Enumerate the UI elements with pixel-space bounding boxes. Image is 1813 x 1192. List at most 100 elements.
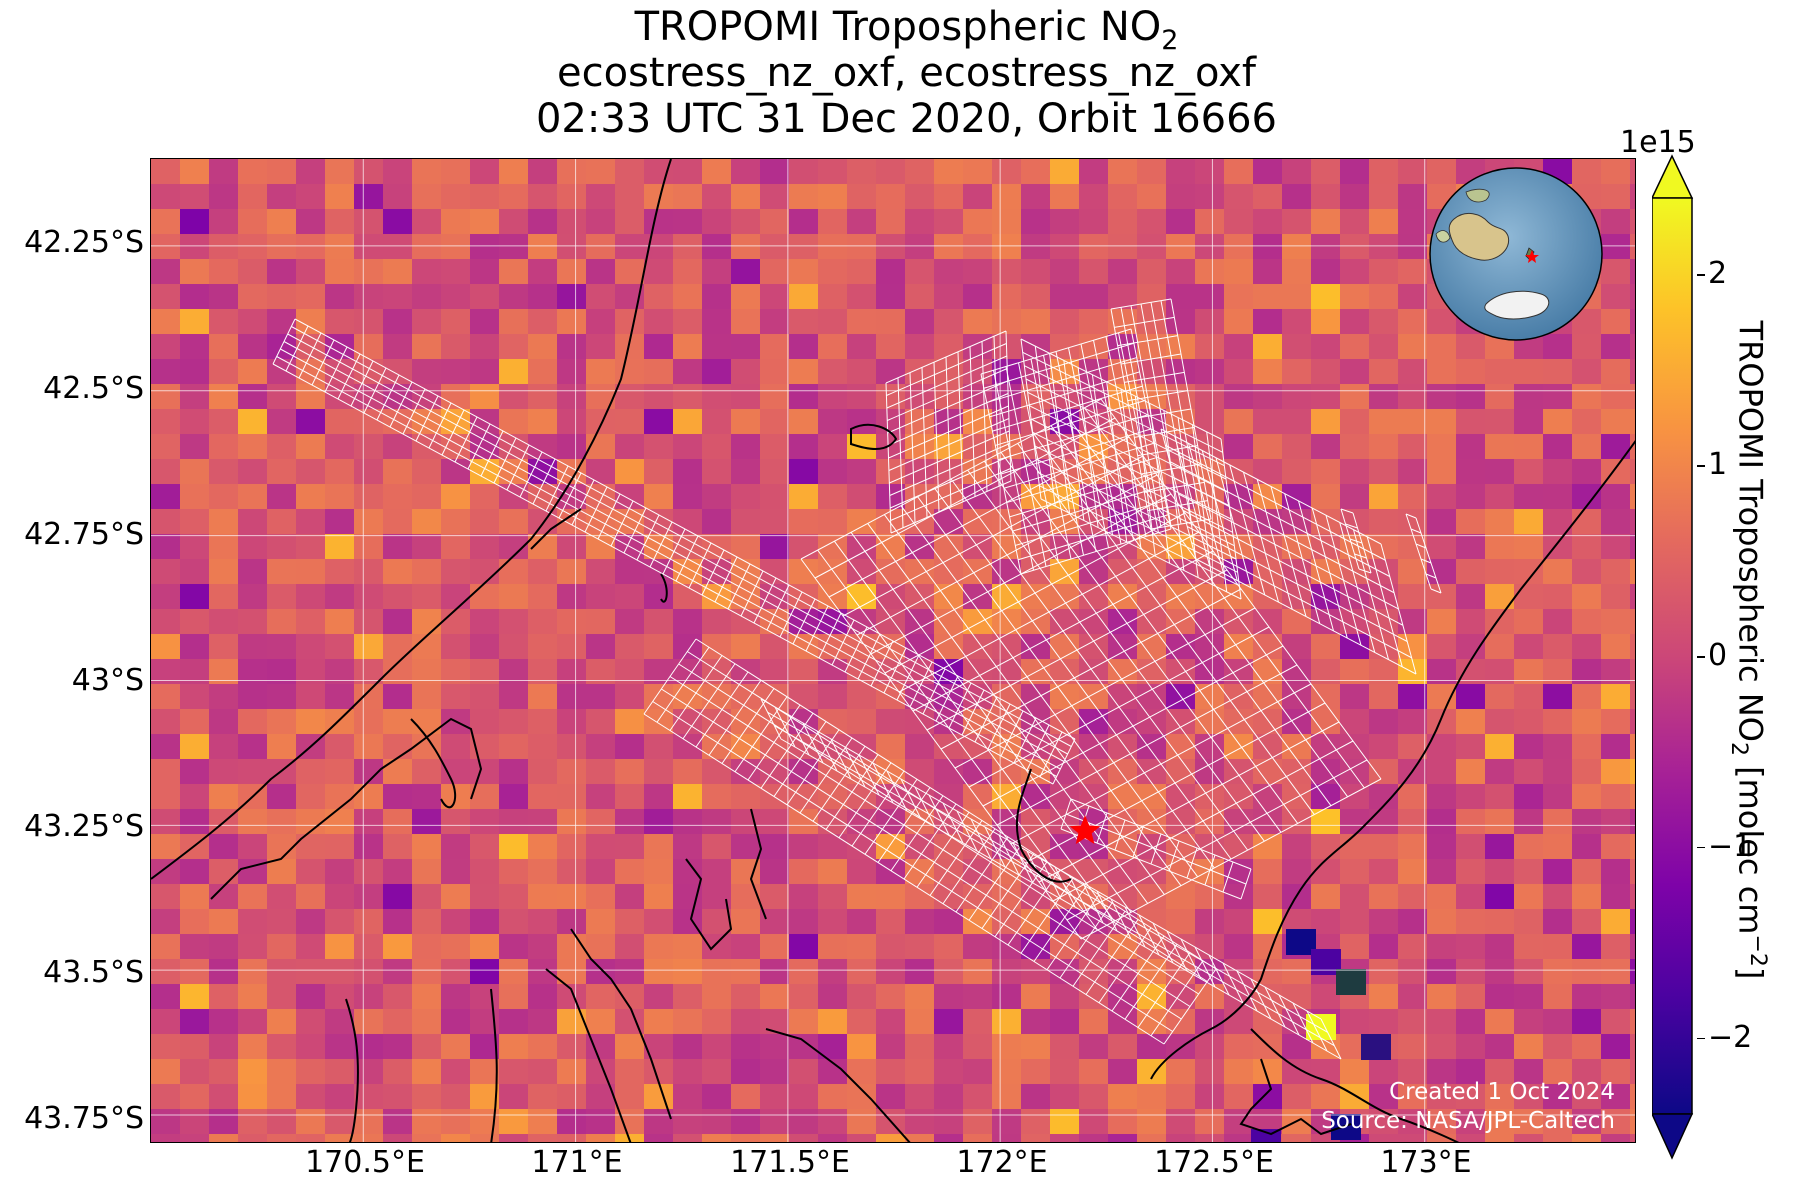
no2-pixel <box>905 484 935 510</box>
red-star-icon[interactable] <box>1069 815 1101 845</box>
no2-pixel <box>1630 509 1635 535</box>
no2-pixel <box>383 1134 413 1142</box>
swath-line <box>1208 954 1230 996</box>
no2-pixel <box>470 584 500 610</box>
no2-pixel <box>1224 934 1254 960</box>
no2-pixel <box>1601 434 1631 460</box>
no2-pixel <box>470 959 500 985</box>
no2-pixel <box>1601 584 1631 610</box>
no2-pixel <box>1195 334 1225 360</box>
no2-pixel <box>789 909 819 935</box>
no2-pixel <box>1166 184 1196 210</box>
no2-pixel <box>441 559 471 585</box>
no2-pixel <box>1456 584 1486 610</box>
no2-pixel <box>412 659 442 685</box>
no2-pixel <box>1514 859 1544 885</box>
no2-pixel <box>151 184 181 210</box>
no2-pixel <box>673 409 703 435</box>
no2-pixel <box>528 884 558 910</box>
no2-pixel <box>1630 834 1635 860</box>
no2-pixel <box>1340 1009 1370 1035</box>
no2-pixel <box>1514 684 1544 710</box>
no2-pixel <box>1224 1134 1254 1142</box>
no2-pixel <box>441 834 471 860</box>
no2-pixel <box>1282 984 1312 1010</box>
no2-pixel <box>441 409 471 435</box>
no2-pixel <box>1572 1059 1602 1085</box>
no2-pixel <box>615 884 645 910</box>
no2-pixel <box>180 1084 210 1110</box>
no2-pixel <box>963 434 993 460</box>
no2-pixel <box>180 234 210 260</box>
no2-pixel <box>209 234 239 260</box>
no2-pixel <box>470 809 500 835</box>
no2-pixel <box>1543 834 1573 860</box>
no2-pixel <box>1630 534 1635 560</box>
no2-pixel <box>209 484 239 510</box>
no2-pixel <box>702 359 732 385</box>
no2-pixel <box>1137 859 1167 885</box>
no2-pixel <box>1166 709 1196 735</box>
no2-pixel <box>412 334 442 360</box>
no2-pixel <box>151 584 181 610</box>
no2-pixel <box>1224 334 1254 360</box>
swath-line <box>1278 994 1300 1036</box>
no2-pixel <box>1079 1134 1109 1142</box>
no2-pixel <box>1050 1109 1080 1135</box>
no2-pixel <box>1224 1084 1254 1110</box>
no2-pixel <box>1282 609 1312 635</box>
no2-pixel <box>1224 209 1254 235</box>
no2-pixel <box>267 809 297 835</box>
no2-pixel <box>1601 559 1631 585</box>
no2-pixel <box>1195 609 1225 635</box>
no2-pixel <box>1514 1109 1544 1135</box>
no2-pixel <box>847 259 877 285</box>
no2-pixel <box>325 409 355 435</box>
no2-pixel <box>644 609 674 635</box>
no2-pixel <box>586 659 616 685</box>
no2-pixel <box>1079 659 1109 685</box>
no2-pixel <box>1543 409 1573 435</box>
no2-pixel <box>673 784 703 810</box>
no2-pixel <box>1137 1034 1167 1060</box>
no2-pixel <box>557 384 587 410</box>
no2-pixel <box>847 184 877 210</box>
swath-line <box>1147 500 1208 512</box>
swath-line <box>1349 538 1363 544</box>
no2-pixel <box>1543 434 1573 460</box>
no2-pixel <box>1224 234 1254 260</box>
no2-pixel <box>296 1034 326 1060</box>
map-panel[interactable] <box>150 158 1636 1143</box>
no2-pixel <box>180 934 210 960</box>
no2-pixel <box>151 484 181 510</box>
no2-pixel <box>1166 659 1196 685</box>
no2-pixel <box>905 909 935 935</box>
no2-pixel <box>557 1084 587 1110</box>
no2-pixel <box>586 834 616 860</box>
no2-pixel <box>1253 434 1283 460</box>
no2-pixel <box>1311 634 1341 660</box>
swath-line <box>1182 509 1404 626</box>
no2-pixel <box>325 659 355 685</box>
no2-pixel <box>1630 334 1635 360</box>
no2-pixel <box>1336 969 1366 995</box>
no2-pixel <box>963 309 993 335</box>
no2-pixel <box>180 884 210 910</box>
no2-pixel <box>1601 659 1631 685</box>
no2-pixel <box>1398 684 1428 710</box>
no2-pixel <box>383 684 413 710</box>
no2-pixel <box>1543 559 1573 585</box>
no2-pixel <box>1340 459 1370 485</box>
no2-pixel <box>499 234 529 260</box>
no2-pixel <box>499 1009 529 1035</box>
swath-line <box>886 355 1008 409</box>
no2-pixel <box>1427 909 1457 935</box>
no2-pixel <box>673 284 703 310</box>
no2-pixel <box>586 209 616 235</box>
no2-pixel <box>557 209 587 235</box>
no2-pixel <box>760 1134 790 1142</box>
no2-pixel <box>383 834 413 860</box>
no2-pixel <box>1195 1109 1225 1135</box>
no2-pixel <box>1427 959 1457 985</box>
no2-pixel <box>151 534 181 560</box>
